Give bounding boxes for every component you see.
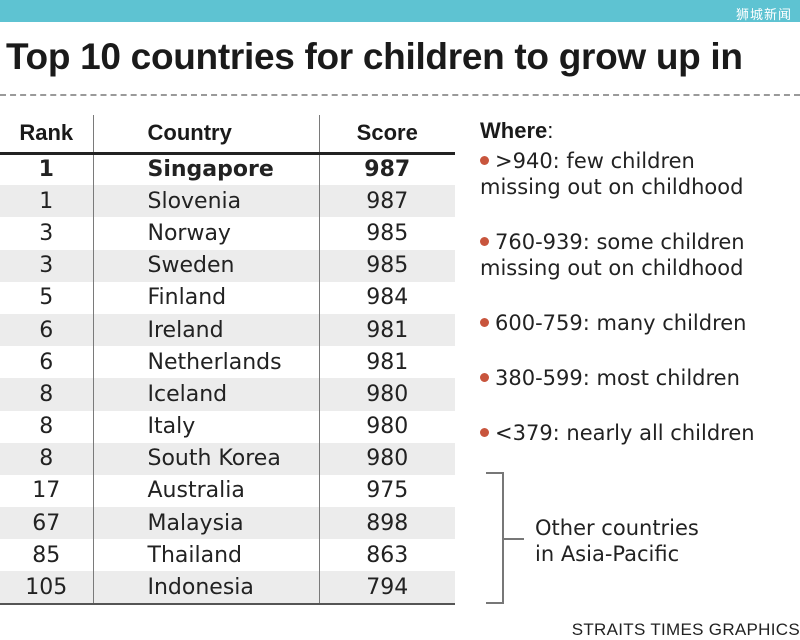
score-cell: 980 xyxy=(366,414,409,440)
ranking-table: Rank Country Score 1 Singapore 987 1 Sloveni… xyxy=(0,115,455,605)
table-row: 8 Italy 980 xyxy=(0,410,455,443)
watermark: 狮城新闻 xyxy=(735,8,792,23)
score-cell: 981 xyxy=(319,313,455,347)
rank-cell: 6 xyxy=(0,313,94,347)
legend-item: <379: nearly all children xyxy=(480,420,755,446)
rank-cell: 17 xyxy=(0,474,94,508)
bracket-connector xyxy=(486,472,504,604)
dashed-divider xyxy=(0,94,800,96)
table-body: 1 Singapore 987 1 Slovenia 987 3 Norway 985 3 Swed… xyxy=(0,153,455,605)
legend-item-line1: >940: few children xyxy=(495,149,695,173)
note-line2: in Asia-Pacific xyxy=(535,542,680,566)
table-row: 6 Ireland 981 xyxy=(0,313,455,347)
score-cell: 987 xyxy=(319,185,455,218)
score-cell: 980 xyxy=(319,442,455,475)
score-cell: 794 xyxy=(319,571,455,605)
table-row: 1 Slovenia 987 xyxy=(0,185,455,218)
note-line1: Other countries xyxy=(535,516,699,540)
rank-cell: 85 xyxy=(0,539,94,572)
rank-cell: 1 xyxy=(0,153,94,186)
table-row: 17 Australia 975 xyxy=(0,474,455,508)
legend-heading-label: Where xyxy=(480,118,548,143)
rank-cell: 8 xyxy=(0,442,94,475)
table-row: 105 Indonesia 794 xyxy=(0,571,455,605)
table-row: 8 Iceland 980 xyxy=(0,378,455,411)
score-cell: 985 xyxy=(319,249,455,282)
country-cell: Sweden xyxy=(93,249,320,282)
country-cell: Singapore xyxy=(93,153,320,186)
bullet-dot-icon xyxy=(480,317,489,327)
table-row: 3 Sweden 985 xyxy=(0,249,455,282)
rank-cell: 3 xyxy=(0,249,94,282)
top-banner: 狮城新闻 xyxy=(0,0,800,23)
bullet-dot-icon xyxy=(480,236,489,246)
legend-item-line1: <379: nearly all children xyxy=(495,421,755,445)
country-cell: Iceland xyxy=(93,378,320,411)
rank-cell: 6 xyxy=(0,346,94,379)
column-header-country: Country xyxy=(93,115,320,155)
score-cell: 863 xyxy=(366,542,409,568)
score-cell: 980 xyxy=(319,378,455,411)
score-cell: 975 xyxy=(366,478,409,504)
country-cell: Ireland xyxy=(93,313,320,347)
legend-item: 760-939: some children missing out on ch… xyxy=(480,229,745,281)
rank-cell: 5 xyxy=(0,281,94,314)
legend-heading-colon: : xyxy=(547,118,554,143)
country-cell: Malaysia xyxy=(93,507,320,540)
bullet-dot-icon xyxy=(480,427,489,437)
score-cell: 985 xyxy=(366,220,409,246)
table-header-row: Rank Country Score xyxy=(0,115,455,155)
table-row: 5 Finland 984 xyxy=(0,281,455,314)
rank-cell: 67 xyxy=(0,507,94,540)
legend-item: 380-599: most children xyxy=(480,365,740,391)
bullet-dot-icon xyxy=(480,372,489,382)
rank-cell: 1 xyxy=(0,185,94,218)
table-row: 3 Norway 985 xyxy=(0,217,455,250)
country-cell: South Korea xyxy=(93,442,320,475)
legend-item-line1: 380-599: most children xyxy=(495,366,740,390)
legend-heading: Where: xyxy=(480,118,553,144)
country-cell: Australia xyxy=(93,474,320,508)
score-cell: 981 xyxy=(366,349,409,375)
country-cell: Netherlands xyxy=(93,346,320,379)
country-cell: Finland xyxy=(93,281,320,314)
column-header-rank: Rank xyxy=(0,115,94,155)
score-cell: 898 xyxy=(319,507,455,540)
score-cell: 987 xyxy=(364,157,411,183)
table-row: 67 Malaysia 898 xyxy=(0,507,455,540)
country-cell: Thailand xyxy=(93,539,320,572)
table-row: 6 Netherlands 981 xyxy=(0,346,455,379)
column-header-score: Score xyxy=(319,115,455,155)
legend-item-line2: missing out on childhood xyxy=(480,256,744,280)
rank-cell: 8 xyxy=(0,378,94,411)
bracket-tick xyxy=(504,538,524,540)
country-cell: Indonesia xyxy=(93,571,320,605)
rank-cell: 105 xyxy=(0,571,94,605)
rank-cell: 3 xyxy=(0,217,94,250)
country-cell: Slovenia xyxy=(93,185,320,218)
legend-item-line1: 600-759: many children xyxy=(495,311,747,335)
table-row: 8 South Korea 980 xyxy=(0,442,455,475)
legend-item: >940: few children missing out on childh… xyxy=(480,148,743,200)
score-cell: 984 xyxy=(366,285,409,311)
rank-cell: 8 xyxy=(0,410,94,443)
legend-item-line1: 760-939: some children xyxy=(495,230,745,254)
source-credit: STRAITS TIMES GRAPHICS xyxy=(571,620,800,639)
legend-item: 600-759: many children xyxy=(480,310,747,336)
legend-item-line2: missing out on childhood xyxy=(480,175,744,199)
table-row: 85 Thailand 863 xyxy=(0,539,455,572)
bullet-dot-icon xyxy=(480,155,489,165)
asia-pacific-note: Other countries in Asia-Pacific xyxy=(535,515,699,567)
page-title: Top 10 countries for children to grow up… xyxy=(6,36,743,77)
country-cell: Italy xyxy=(93,410,320,443)
table-row: 1 Singapore 987 xyxy=(0,153,455,186)
country-cell: Norway xyxy=(93,217,320,250)
